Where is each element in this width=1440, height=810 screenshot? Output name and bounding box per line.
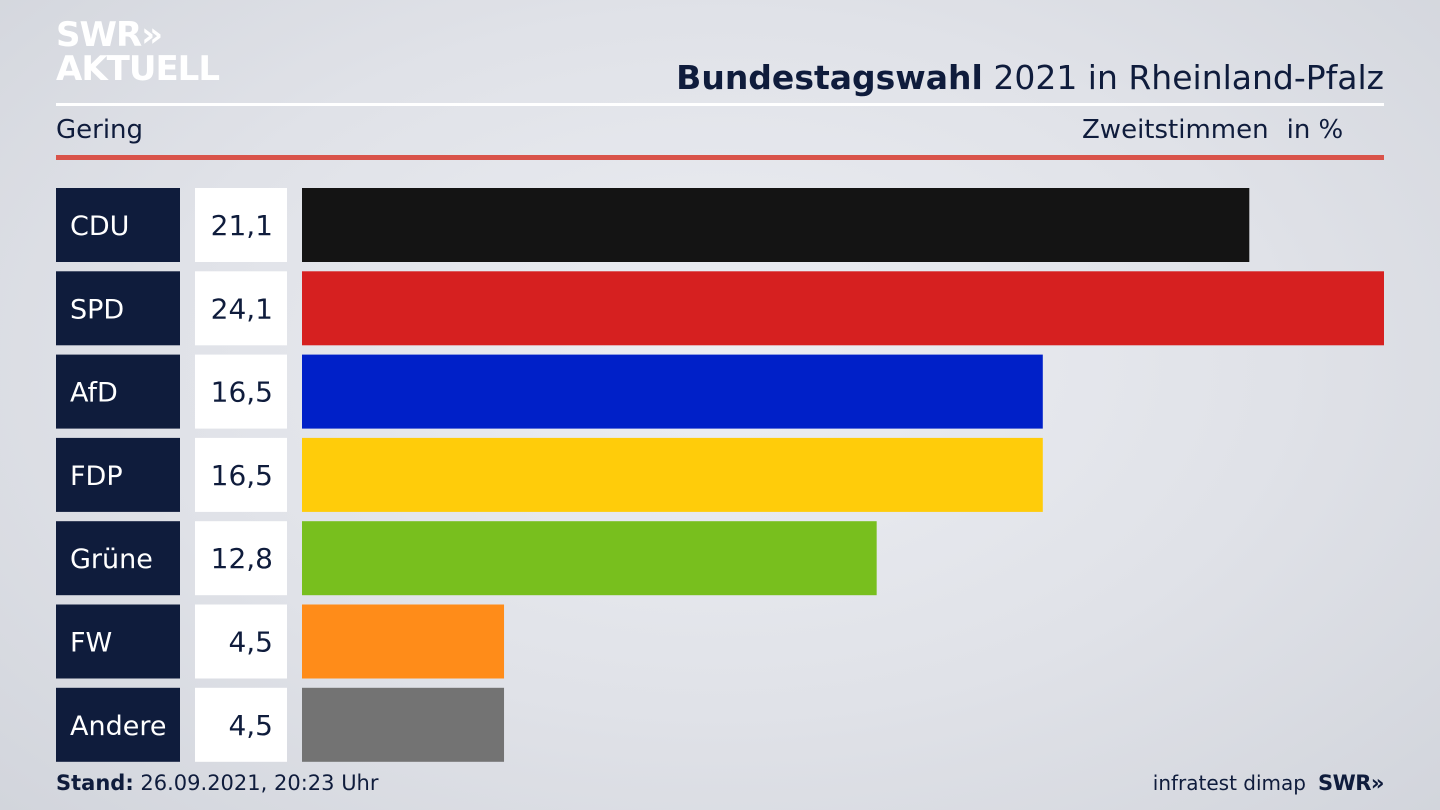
- footer-stand-value: 26.09.2021, 20:23 Uhr: [140, 771, 379, 795]
- value-box: [195, 521, 287, 596]
- footer-timestamp: Stand: 26.09.2021, 20:23 Uhr: [56, 771, 379, 795]
- subtitle-right: Zweitstimmen in %: [1082, 115, 1343, 145]
- party-label: Andere: [70, 711, 166, 742]
- value-box: [195, 271, 287, 346]
- value-label: 16,5: [211, 376, 273, 409]
- value-label: 12,8: [211, 542, 273, 575]
- value-label: 24,1: [211, 292, 273, 325]
- bar: [302, 437, 1043, 512]
- footer-brand-logo: SWR»: [1317, 771, 1385, 795]
- bar: [302, 354, 1043, 429]
- value-box: [195, 354, 287, 429]
- chart-title: Bundestagswahl 2021 in Rheinland-Pfalz: [676, 58, 1384, 97]
- bar: [302, 188, 1250, 262]
- bar: [302, 271, 1384, 346]
- value-label: 16,5: [211, 459, 273, 492]
- bar: [302, 687, 505, 762]
- party-label-box: [56, 188, 180, 262]
- value-box: [195, 188, 287, 262]
- logo-line-2: AKTUELL: [56, 49, 220, 89]
- party-label: SPD: [70, 294, 124, 325]
- value-label: 4,5: [228, 709, 273, 742]
- chart-title-bold: Bundestagswahl: [676, 58, 983, 97]
- party-label: Grüne: [70, 544, 153, 575]
- footer-stand-label: Stand:: [56, 771, 134, 795]
- logo-line-1: SWR»: [56, 15, 163, 55]
- party-label: FW: [70, 628, 112, 659]
- accent-divider: [56, 155, 1384, 160]
- bar: [302, 521, 877, 596]
- party-label: CDU: [70, 211, 129, 242]
- party-label-box: [56, 604, 180, 679]
- header-divider: [56, 103, 1384, 106]
- value-label: 21,1: [211, 209, 273, 242]
- footer-source: infratest dimap: [1152, 771, 1306, 795]
- party-label: FDP: [70, 461, 123, 492]
- party-label-box: [56, 437, 180, 512]
- subtitle-measure: Zweitstimmen: [1082, 115, 1269, 145]
- party-label-box: [56, 521, 180, 596]
- party-label-box: [56, 687, 180, 762]
- party-label: AfD: [70, 378, 118, 409]
- value-box: [195, 437, 287, 512]
- chart-title-rest: 2021 in Rheinland-Pfalz: [993, 58, 1384, 97]
- subtitle-unit: in %: [1286, 115, 1344, 145]
- party-label-box: [56, 354, 180, 429]
- value-box: [195, 604, 287, 679]
- bar: [302, 604, 505, 679]
- subtitle-left: Gering: [56, 115, 144, 145]
- value-box: [195, 687, 287, 762]
- swr-aktuell-logo: SWR» AKTUELL: [56, 15, 220, 89]
- value-label: 4,5: [228, 626, 273, 659]
- party-label-box: [56, 271, 180, 346]
- footer-credits: infratest dimap SWR»: [1152, 771, 1385, 795]
